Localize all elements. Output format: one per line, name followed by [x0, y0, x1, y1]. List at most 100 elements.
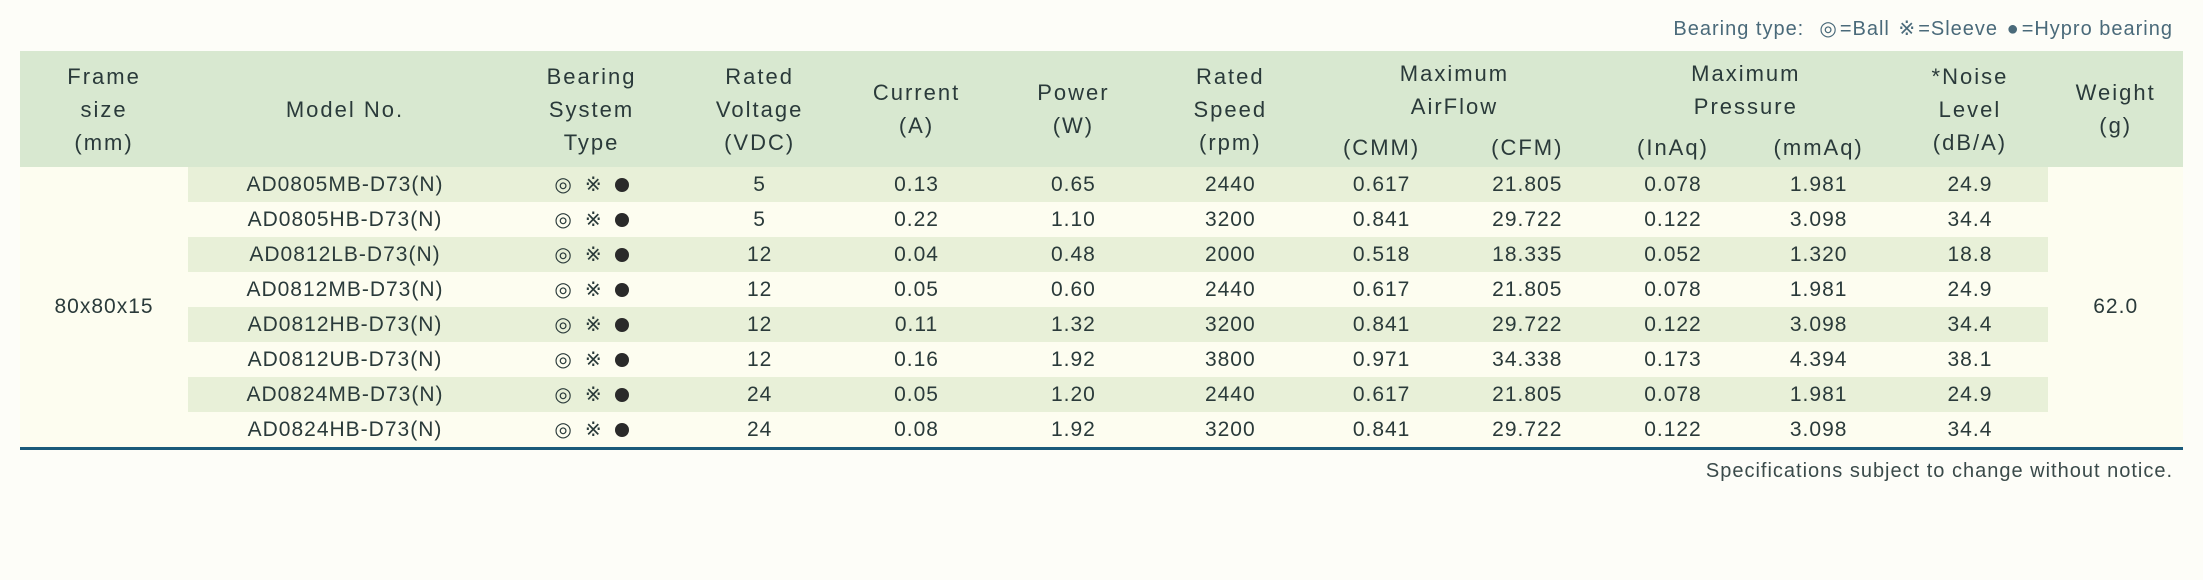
cfm-cell: 21.805 — [1454, 272, 1600, 307]
mmaq-cell: 4.394 — [1746, 342, 1892, 377]
cmm-cell: 0.971 — [1309, 342, 1455, 377]
mmaq-cell: 1.981 — [1746, 377, 1892, 412]
sleeve-icon: ※ — [585, 242, 603, 267]
th-speed-l3: (rpm) — [1156, 126, 1305, 159]
curr-cell: 0.22 — [838, 202, 995, 237]
ball-icon: ◎ — [554, 312, 572, 337]
th-power-l3: (W) — [999, 109, 1148, 142]
th-curr-l3: (A) — [842, 109, 991, 142]
curr-cell: 0.05 — [838, 377, 995, 412]
bearing-cell: ◎※ — [502, 167, 681, 202]
mmaq-cell: 3.098 — [1746, 307, 1892, 342]
th-bearing: Bearing System Type — [502, 51, 681, 167]
table-row: AD0812LB-D73(N)◎※120.040.4820000.51818.3… — [20, 237, 2183, 272]
th-noise-l1: *Noise — [1896, 60, 2045, 93]
noise-cell: 24.9 — [1892, 167, 2049, 202]
inaq-cell: 0.078 — [1600, 167, 1746, 202]
mmaq-cell: 3.098 — [1746, 412, 1892, 449]
spec-table: Frame size (mm) Model No. Bearing System… — [20, 51, 2183, 450]
th-pressure-l1: Maximum — [1604, 57, 1887, 90]
bearing-cell: ◎※ — [502, 272, 681, 307]
volt-cell: 12 — [681, 307, 838, 342]
bearing-cell: ◎※ — [502, 307, 681, 342]
power-cell: 0.48 — [995, 237, 1152, 272]
table-row: AD0824HB-D73(N)◎※240.081.9232000.84129.7… — [20, 412, 2183, 449]
volt-cell: 12 — [681, 272, 838, 307]
cfm-cell: 21.805 — [1454, 377, 1600, 412]
inaq-cell: 0.122 — [1600, 202, 1746, 237]
power-cell: 1.10 — [995, 202, 1152, 237]
speed-cell: 3200 — [1152, 307, 1309, 342]
cfm-cell: 21.805 — [1454, 167, 1600, 202]
curr-cell: 0.04 — [838, 237, 995, 272]
legend-hypro-label: =Hypro bearing — [2022, 18, 2173, 40]
th-speed: Rated Speed (rpm) — [1152, 51, 1309, 167]
inaq-cell: 0.078 — [1600, 272, 1746, 307]
curr-cell: 0.16 — [838, 342, 995, 377]
cmm-cell: 0.841 — [1309, 412, 1455, 449]
th-weight-l3: (g) — [2052, 109, 2179, 142]
ball-icon: ◎ — [554, 382, 572, 407]
legend-sleeve-sym: ※ — [1898, 18, 1916, 40]
th-cfm: (CFM) — [1454, 129, 1600, 167]
table-row: 80x80x15AD0805MB-D73(N)◎※50.130.6524400.… — [20, 167, 2183, 202]
th-noise-l3: (dB/A) — [1896, 126, 2045, 159]
power-cell: 0.60 — [995, 272, 1152, 307]
hypro-icon — [615, 423, 629, 437]
curr-cell: 0.11 — [838, 307, 995, 342]
hypro-icon — [615, 213, 629, 227]
cfm-cell: 29.722 — [1454, 412, 1600, 449]
bearing-legend: Bearing type: ◎=Ball ※=Sleeve ●=Hypro be… — [20, 12, 2183, 51]
th-speed-l1: Rated — [1156, 60, 1305, 93]
volt-cell: 5 — [681, 202, 838, 237]
th-inaq: (InAq) — [1600, 129, 1746, 167]
ball-icon: ◎ — [554, 172, 572, 197]
inaq-cell: 0.078 — [1600, 377, 1746, 412]
bearing-cell: ◎※ — [502, 342, 681, 377]
sleeve-icon: ※ — [585, 312, 603, 337]
power-cell: 0.65 — [995, 167, 1152, 202]
th-power-l2: Power — [999, 76, 1148, 109]
volt-cell: 24 — [681, 377, 838, 412]
ball-icon: ◎ — [554, 242, 572, 267]
spec-tbody: 80x80x15AD0805MB-D73(N)◎※50.130.6524400.… — [20, 167, 2183, 449]
th-power: Power (W) — [995, 51, 1152, 167]
th-weight-l2: Weight — [2052, 76, 2179, 109]
curr-cell: 0.05 — [838, 272, 995, 307]
bearing-cell: ◎※ — [502, 202, 681, 237]
bearing-cell: ◎※ — [502, 377, 681, 412]
legend-ball-label: =Ball — [1840, 18, 1890, 40]
th-pressure-l2: Pressure — [1604, 90, 1887, 123]
cfm-cell: 18.335 — [1454, 237, 1600, 272]
volt-cell: 12 — [681, 237, 838, 272]
hypro-icon — [615, 283, 629, 297]
th-frame-l2: size — [24, 93, 184, 126]
volt-cell: 24 — [681, 412, 838, 449]
legend-ball-sym: ◎ — [1819, 18, 1837, 40]
th-pressure-group: Maximum Pressure — [1600, 51, 1891, 129]
inaq-cell: 0.052 — [1600, 237, 1746, 272]
th-volt-l1: Rated — [685, 60, 834, 93]
th-speed-l2: Speed — [1156, 93, 1305, 126]
table-row: AD0805HB-D73(N)◎※50.221.1032000.84129.72… — [20, 202, 2183, 237]
th-model: Model No. — [188, 51, 502, 167]
th-airflow-l1: Maximum — [1313, 57, 1596, 90]
mmaq-cell: 1.981 — [1746, 272, 1892, 307]
th-bearing-l2: System — [506, 93, 677, 126]
model-cell: AD0824MB-D73(N) — [188, 377, 502, 412]
mmaq-cell: 3.098 — [1746, 202, 1892, 237]
sleeve-icon: ※ — [585, 417, 603, 442]
curr-cell: 0.13 — [838, 167, 995, 202]
cmm-cell: 0.841 — [1309, 202, 1455, 237]
inaq-cell: 0.122 — [1600, 412, 1746, 449]
noise-cell: 18.8 — [1892, 237, 2049, 272]
hypro-icon — [615, 178, 629, 192]
cfm-cell: 29.722 — [1454, 202, 1600, 237]
power-cell: 1.92 — [995, 412, 1152, 449]
sleeve-icon: ※ — [585, 277, 603, 302]
th-bearing-l1: Bearing — [506, 60, 677, 93]
curr-cell: 0.08 — [838, 412, 995, 449]
noise-cell: 24.9 — [1892, 272, 2049, 307]
ball-icon: ◎ — [554, 207, 572, 232]
speed-cell: 2440 — [1152, 377, 1309, 412]
